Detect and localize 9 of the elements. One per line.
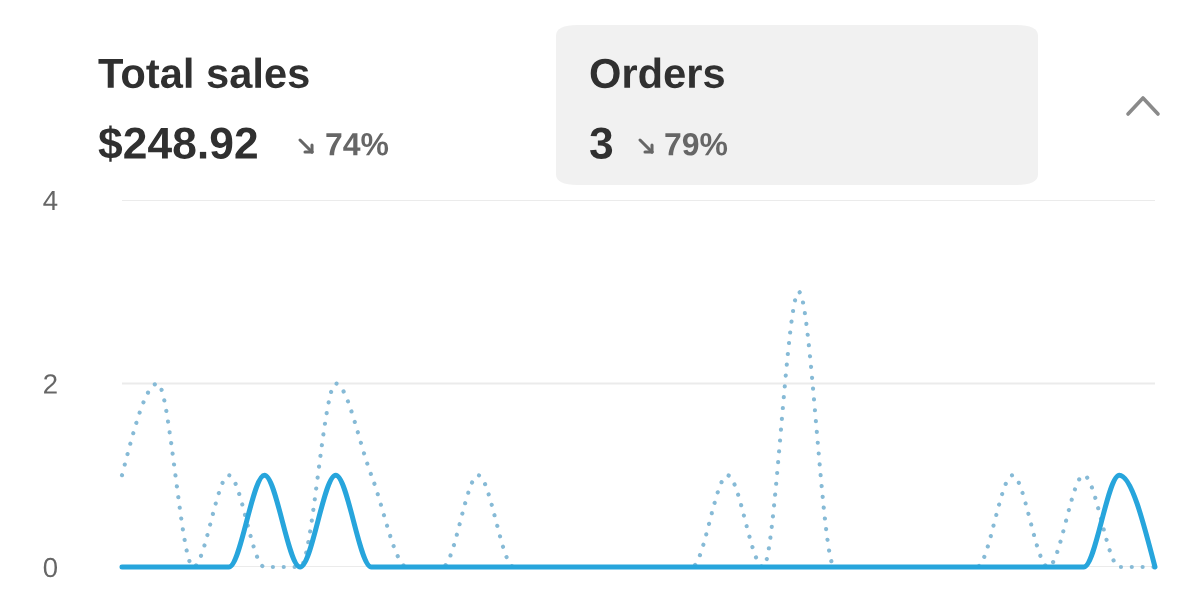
text: 79% — [665, 132, 728, 156]
y-tick-label: 2 — [44, 374, 57, 394]
text: Total sales — [98, 57, 309, 89]
text: Orders — [590, 57, 724, 89]
text: $248.92 — [98, 125, 257, 162]
y-tick-label: 0 — [43, 557, 58, 578]
y-tick-label: 4 — [43, 190, 58, 211]
text: 3 — [590, 127, 613, 159]
text: 74% — [326, 133, 389, 156]
